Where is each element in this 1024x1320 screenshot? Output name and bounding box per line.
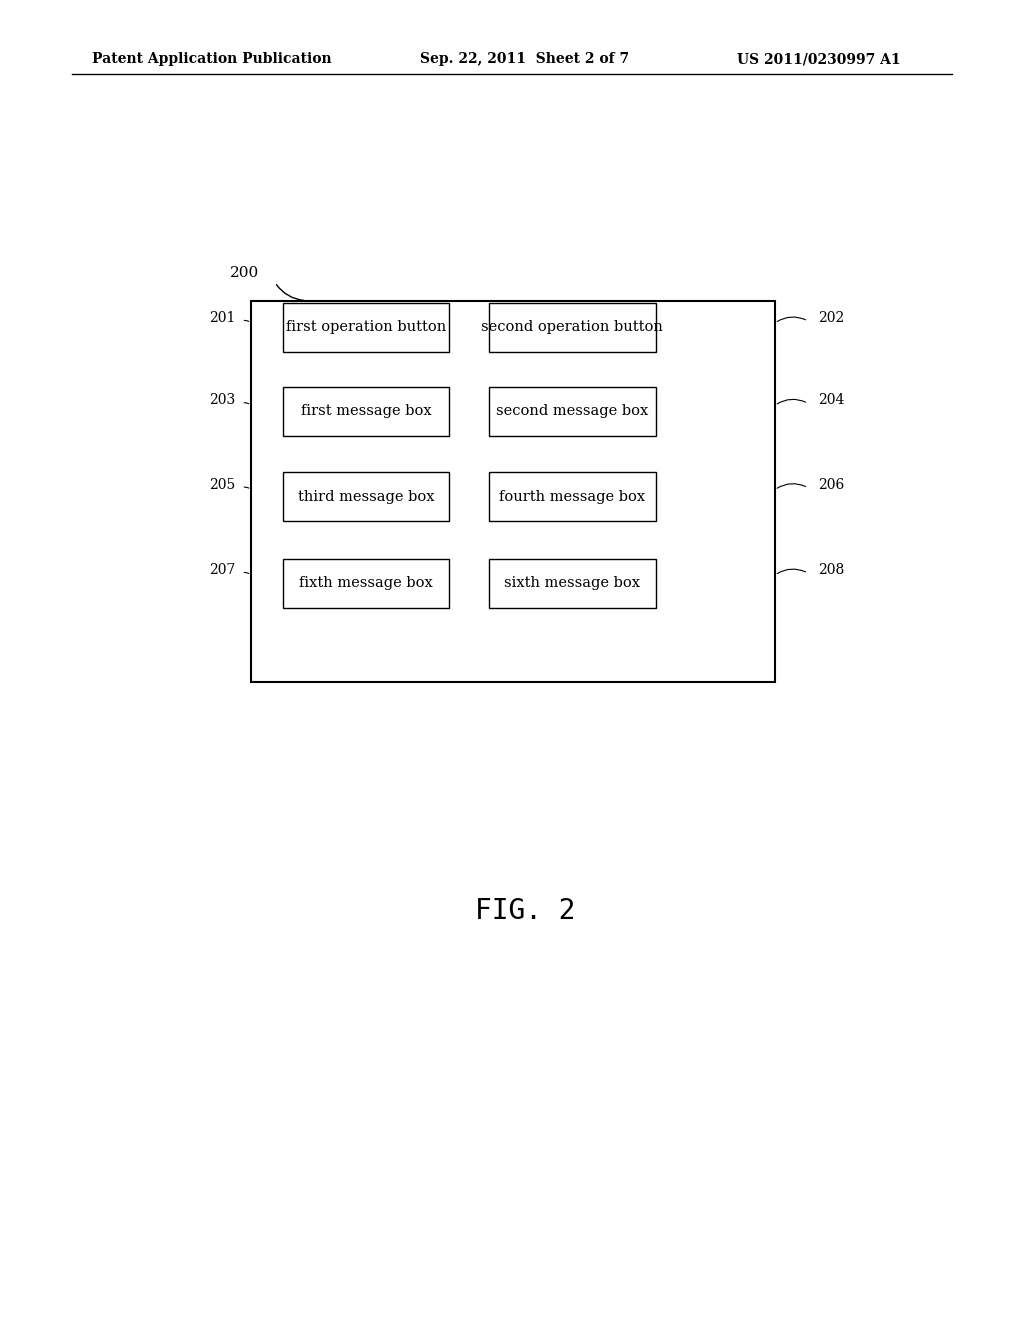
FancyBboxPatch shape <box>251 301 775 682</box>
Text: FIG. 2: FIG. 2 <box>474 896 575 924</box>
Text: fixth message box: fixth message box <box>299 577 433 590</box>
Text: 204: 204 <box>818 393 845 408</box>
FancyBboxPatch shape <box>489 473 655 521</box>
Text: second message box: second message box <box>497 404 648 418</box>
Text: 207: 207 <box>209 564 236 577</box>
Text: 206: 206 <box>818 478 845 491</box>
FancyBboxPatch shape <box>283 473 450 521</box>
Text: 205: 205 <box>209 478 236 491</box>
Text: Patent Application Publication: Patent Application Publication <box>92 53 332 66</box>
Text: 208: 208 <box>818 564 845 577</box>
Text: sixth message box: sixth message box <box>505 577 640 590</box>
Text: second operation button: second operation button <box>481 321 664 334</box>
Text: 203: 203 <box>209 393 236 408</box>
Text: Sep. 22, 2011  Sheet 2 of 7: Sep. 22, 2011 Sheet 2 of 7 <box>420 53 629 66</box>
FancyBboxPatch shape <box>283 387 450 436</box>
FancyBboxPatch shape <box>489 387 655 436</box>
Text: 200: 200 <box>229 267 259 280</box>
Text: fourth message box: fourth message box <box>500 490 645 504</box>
Text: first message box: first message box <box>301 404 431 418</box>
FancyBboxPatch shape <box>489 558 655 607</box>
Text: US 2011/0230997 A1: US 2011/0230997 A1 <box>737 53 901 66</box>
FancyBboxPatch shape <box>283 558 450 607</box>
Text: first operation button: first operation button <box>286 321 446 334</box>
Text: 201: 201 <box>209 312 236 325</box>
Text: 202: 202 <box>818 312 845 325</box>
Text: third message box: third message box <box>298 490 434 504</box>
FancyBboxPatch shape <box>489 302 655 351</box>
FancyBboxPatch shape <box>283 302 450 351</box>
